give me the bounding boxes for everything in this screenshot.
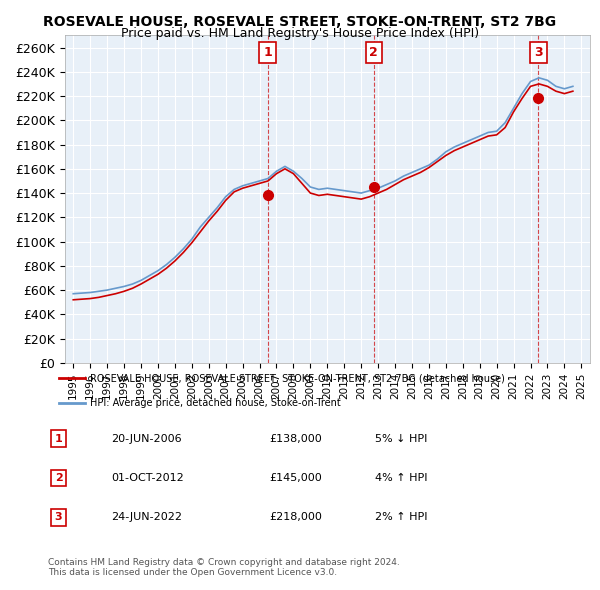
Text: 1: 1 — [263, 46, 272, 59]
Text: £218,000: £218,000 — [270, 512, 323, 522]
Text: Contains HM Land Registry data © Crown copyright and database right 2024.
This d: Contains HM Land Registry data © Crown c… — [48, 558, 400, 577]
Text: 24-JUN-2022: 24-JUN-2022 — [112, 512, 182, 522]
Text: ROSEVALE HOUSE, ROSEVALE STREET, STOKE-ON-TRENT, ST2 7BG: ROSEVALE HOUSE, ROSEVALE STREET, STOKE-O… — [43, 15, 557, 29]
Text: ROSEVALE HOUSE, ROSEVALE STREET, STOKE-ON-TRENT, ST2 7BG (detached house): ROSEVALE HOUSE, ROSEVALE STREET, STOKE-O… — [90, 373, 505, 384]
Text: 01-OCT-2012: 01-OCT-2012 — [112, 473, 184, 483]
Text: £138,000: £138,000 — [270, 434, 323, 444]
Text: 20-JUN-2006: 20-JUN-2006 — [112, 434, 182, 444]
Text: 2% ↑ HPI: 2% ↑ HPI — [376, 512, 428, 522]
Text: HPI: Average price, detached house, Stoke-on-Trent: HPI: Average price, detached house, Stok… — [90, 398, 341, 408]
Text: 2: 2 — [55, 473, 62, 483]
Text: Price paid vs. HM Land Registry's House Price Index (HPI): Price paid vs. HM Land Registry's House … — [121, 27, 479, 40]
Text: 1: 1 — [55, 434, 62, 444]
Text: 2: 2 — [370, 46, 378, 59]
Text: £145,000: £145,000 — [270, 473, 323, 483]
Text: 5% ↓ HPI: 5% ↓ HPI — [376, 434, 428, 444]
Text: 3: 3 — [55, 512, 62, 522]
Text: 3: 3 — [534, 46, 543, 59]
Text: 4% ↑ HPI: 4% ↑ HPI — [376, 473, 428, 483]
